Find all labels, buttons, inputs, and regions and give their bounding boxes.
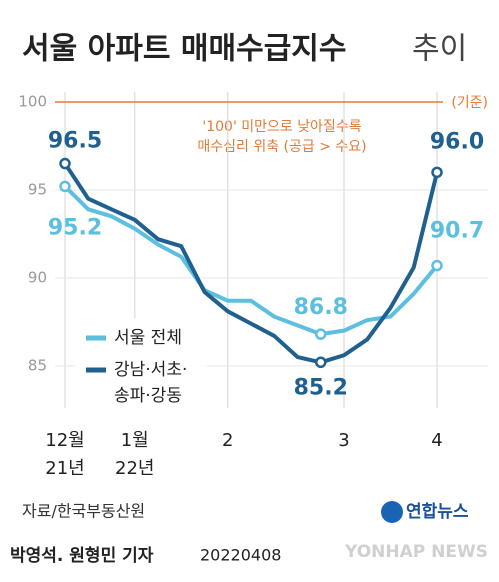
legend-label: 강남·서초· 송파·강동: [114, 360, 187, 406]
x-tick-label: 12월 21년: [45, 430, 84, 479]
value-label: 86.8: [294, 295, 348, 320]
legend-box: [75, 318, 207, 410]
legend-label: 서울 전체: [114, 328, 182, 348]
x-tick-label: 4: [431, 430, 442, 451]
byline: 박영석. 원형민 기자: [10, 545, 154, 566]
value-label: 85.2: [294, 375, 348, 400]
y-tick-label: 85: [28, 356, 47, 374]
point-marker: [431, 166, 443, 179]
x-tick-label: 1월 22년: [115, 430, 154, 479]
point-marker: [315, 328, 327, 340]
point-marker: [315, 356, 327, 369]
value-label: 90.7: [430, 219, 484, 244]
series-line: [63, 184, 439, 337]
annotation: '100' 미만으로 낮아질수록 매수심리 위축 (공급 > 수요): [197, 119, 366, 155]
value-label: 96.5: [48, 129, 102, 154]
value-label: 96.0: [430, 129, 484, 154]
y-tick-label: 100: [18, 93, 47, 111]
series-line: [63, 162, 439, 365]
point-marker: [431, 259, 443, 272]
logo: 연합뉴스: [406, 501, 469, 522]
point-marker: [59, 180, 71, 193]
y-tick-label: 95: [28, 180, 47, 198]
logo-icon: [381, 501, 403, 523]
source: 자료/한국부동산원: [22, 502, 145, 521]
value-label: 95.2: [48, 215, 102, 240]
point-marker: [59, 157, 71, 170]
chart-title: 서울 아파트 매매수급지수: [22, 32, 347, 67]
chart-title-suffix: 추이: [412, 32, 467, 67]
unit-label: (기준): [451, 95, 488, 111]
watermark: YONHAP NEWS: [344, 542, 488, 562]
y-tick-label: 90: [28, 268, 47, 286]
date: 20220408: [200, 546, 281, 565]
x-tick-label: 3: [338, 430, 349, 451]
x-tick-label: 2: [222, 430, 233, 451]
